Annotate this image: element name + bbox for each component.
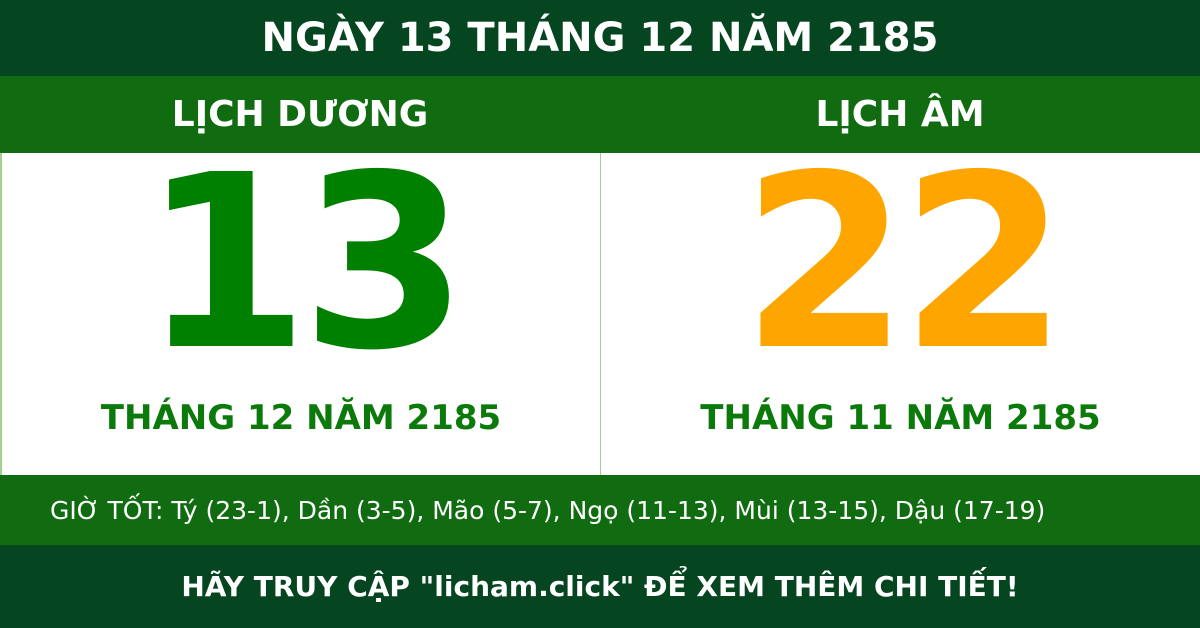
lunar-label: LỊCH ÂM [815, 94, 985, 135]
solar-day: 13 [142, 123, 468, 403]
lunar-month-year: THÁNG 11 NĂM 2185 [700, 398, 1101, 438]
solar-month-year: THÁNG 12 NĂM 2185 [100, 398, 502, 438]
lunar-day: 22 [741, 123, 1068, 403]
good-hours: GIỜ TỐT: Tý (23-1), Dần (3-5), Mão (5-7)… [0, 475, 1200, 545]
page-title: NGÀY 13 THÁNG 12 NĂM 2185 [0, 0, 1200, 76]
solar-panel: 13 THÁNG 12 NĂM 2185 [0, 143, 600, 475]
solar-label: LỊCH DƯƠNG [171, 94, 429, 135]
lunar-panel: 22 THÁNG 11 NĂM 2185 [600, 143, 1200, 475]
calendar-body: 13 THÁNG 12 NĂM 2185 22 THÁNG 11 NĂM 218… [0, 143, 1200, 475]
calendar-headers: LỊCH DƯƠNG LỊCH ÂM [0, 76, 1200, 153]
footer-cta: HÃY TRUY CẬP "licham.click" ĐỂ XEM THÊM … [0, 545, 1200, 628]
